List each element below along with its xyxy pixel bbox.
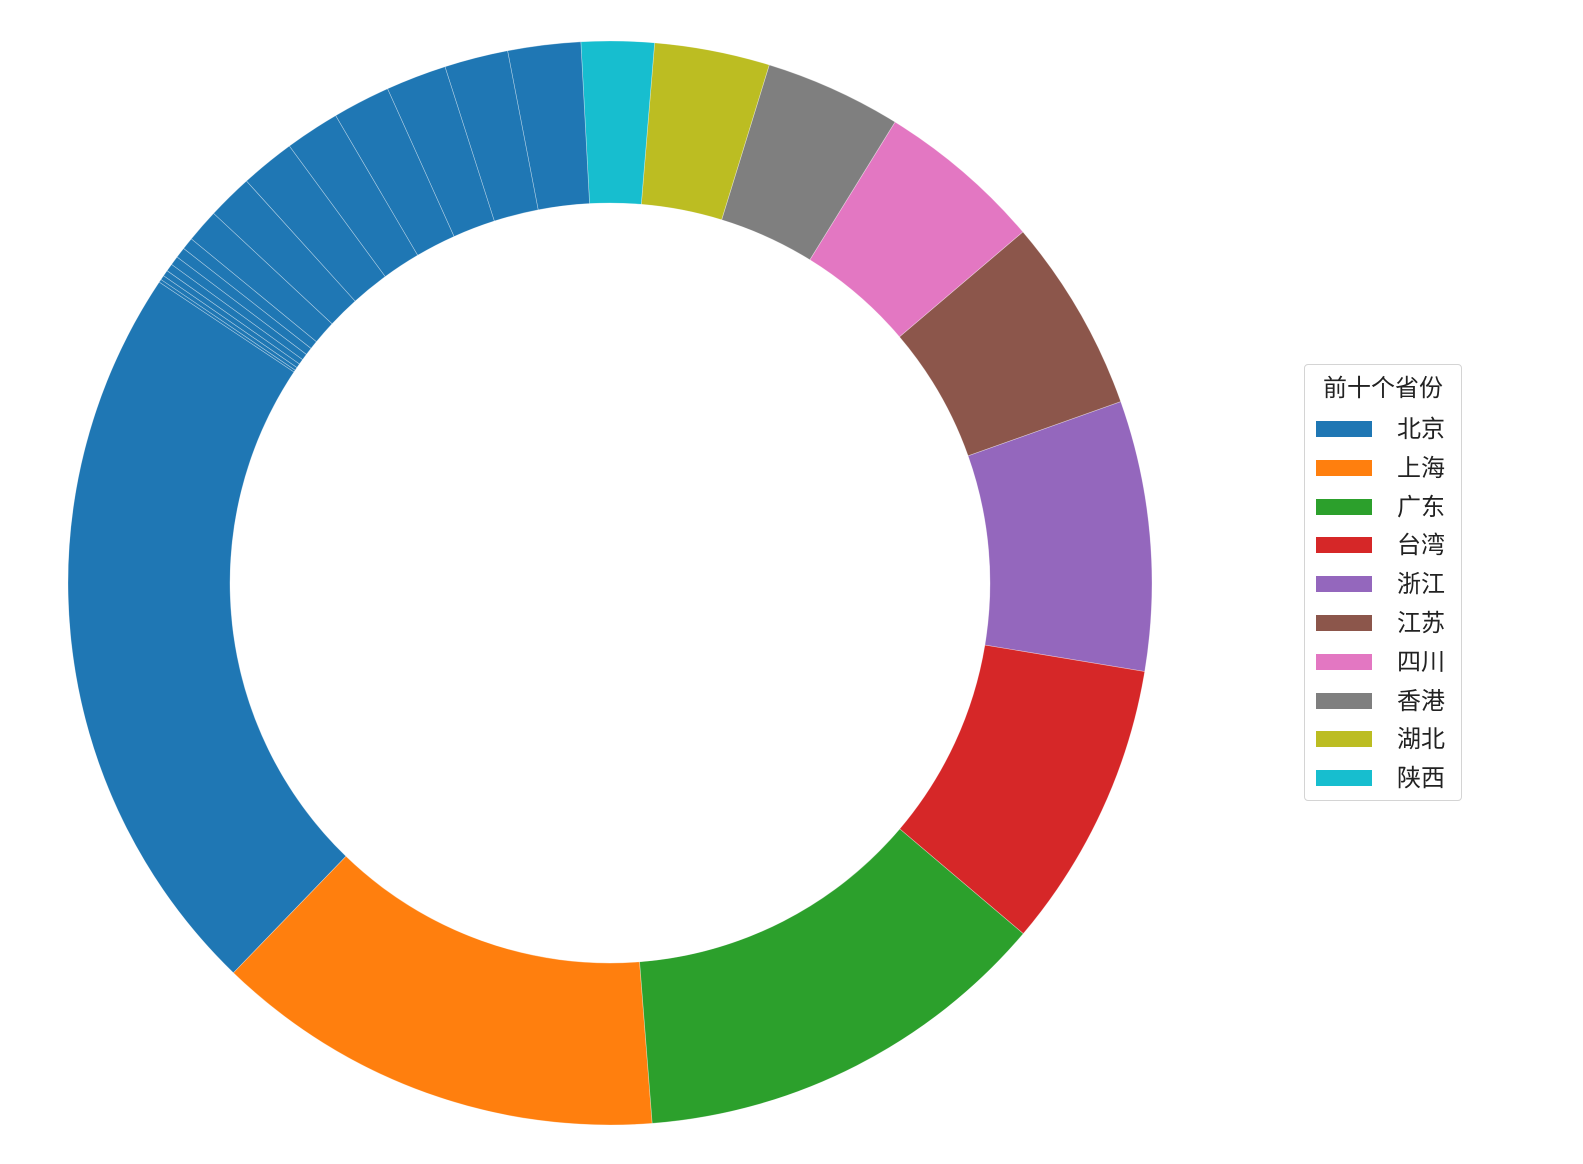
legend-item-四川: 四川 xyxy=(1305,644,1461,683)
legend-label: 浙江 xyxy=(1397,570,1445,599)
legend-item-浙江: 浙江 xyxy=(1305,566,1461,605)
legend-label: 江苏 xyxy=(1397,608,1445,637)
legend-label: 四川 xyxy=(1397,647,1445,676)
legend-item-陕西: 陕西 xyxy=(1305,760,1461,799)
legend-swatch xyxy=(1316,459,1372,476)
legend-label: 湖北 xyxy=(1397,725,1445,754)
chart-legend: 前十个省份 北京上海广东台湾浙江江苏四川香港湖北陕西 xyxy=(1304,364,1462,801)
legend-item-北京: 北京 xyxy=(1305,411,1461,450)
legend-swatch xyxy=(1316,770,1372,787)
legend-swatch xyxy=(1316,692,1372,709)
legend-item-江苏: 江苏 xyxy=(1305,605,1461,644)
legend-swatch xyxy=(1316,498,1372,515)
legend-swatch xyxy=(1316,614,1372,631)
legend-item-香港: 香港 xyxy=(1305,683,1461,722)
donut-slice-台湾 xyxy=(899,644,1146,935)
legend-item-湖北: 湖北 xyxy=(1305,721,1461,760)
donut-slice-上海 xyxy=(233,855,653,1126)
donut-slices xyxy=(67,40,1153,1126)
donut-slice-广东 xyxy=(639,828,1024,1124)
legend-swatch xyxy=(1316,653,1372,670)
legend-label: 北京 xyxy=(1397,415,1445,443)
donut-slice-陕西 xyxy=(580,40,655,205)
legend-item-台湾: 台湾 xyxy=(1305,527,1461,566)
legend-item-广东: 广东 xyxy=(1305,489,1461,528)
donut-slice-北京 xyxy=(67,281,347,974)
legend-label: 陕西 xyxy=(1397,764,1445,793)
legend-swatch xyxy=(1316,576,1372,593)
legend-title: 前十个省份 xyxy=(1323,374,1443,402)
legend-label: 台湾 xyxy=(1397,531,1445,560)
legend-label: 上海 xyxy=(1397,453,1445,482)
legend-item-上海: 上海 xyxy=(1305,450,1461,489)
legend-swatch xyxy=(1316,537,1372,554)
legend-label: 广东 xyxy=(1397,492,1445,521)
legend-swatch xyxy=(1316,731,1372,748)
legend-label: 香港 xyxy=(1397,686,1445,715)
legend-items: 北京上海广东台湾浙江江苏四川香港湖北陕西 xyxy=(1305,411,1461,799)
legend-swatch xyxy=(1316,421,1372,437)
